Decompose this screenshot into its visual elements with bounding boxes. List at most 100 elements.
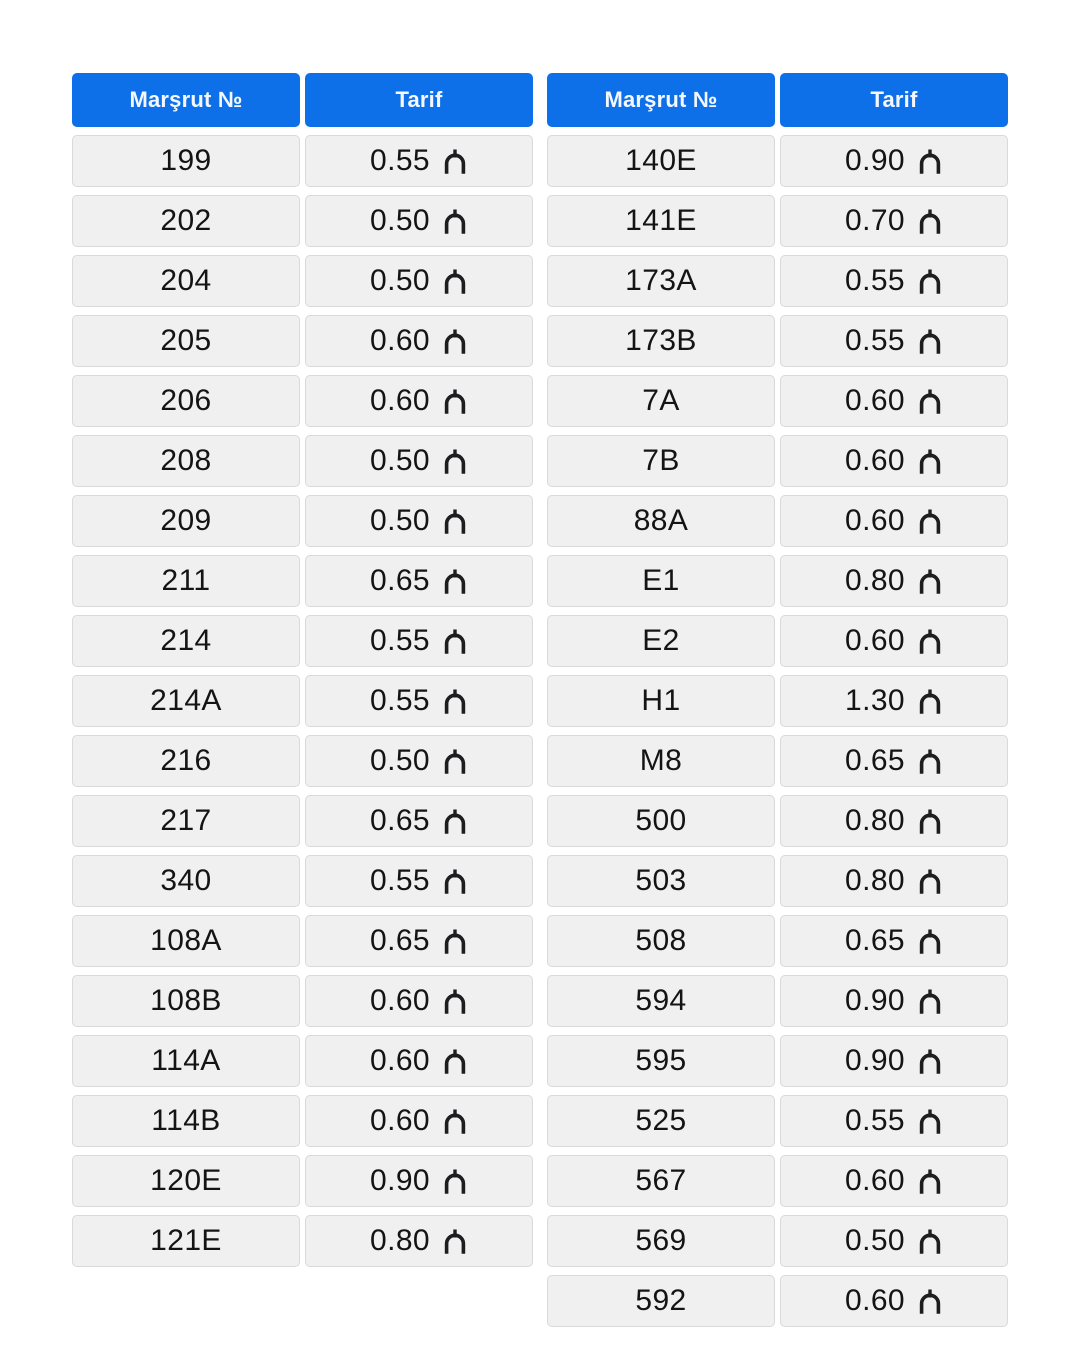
route-cell: 216 (72, 735, 300, 787)
manat-icon (444, 1049, 466, 1074)
tariff-amount: 0.60 (845, 444, 905, 477)
tariff-amount: 0.60 (845, 1284, 905, 1317)
tariff-amount: 0.65 (370, 804, 430, 837)
route-cell: 141E (547, 195, 775, 247)
tariff-cell: 0.80 (780, 555, 1008, 607)
tariff-cell: 0.80 (305, 1215, 533, 1267)
tariff-amount: 0.50 (370, 504, 430, 537)
route-cell: 114B (72, 1095, 300, 1147)
tariff-cell: 0.90 (780, 135, 1008, 187)
tariff-amount: 0.55 (370, 144, 430, 177)
manat-icon (444, 989, 466, 1014)
route-cell: 199 (72, 135, 300, 187)
tariff-cell: 0.55 (780, 315, 1008, 367)
route-cell: 7A (547, 375, 775, 427)
route-cell: 508 (547, 915, 775, 967)
manat-icon (919, 629, 941, 654)
tariff-amount: 0.60 (370, 324, 430, 357)
tariff-cell: 1.30 (780, 675, 1008, 727)
route-cell: 88A (547, 495, 775, 547)
route-cell: 569 (547, 1215, 775, 1267)
tariff-cell: 0.55 (305, 855, 533, 907)
manat-icon (444, 1109, 466, 1134)
tariff-amount: 0.60 (370, 984, 430, 1017)
route-cell: 592 (547, 1275, 775, 1327)
manat-icon (919, 389, 941, 414)
tariff-amount: 0.55 (370, 624, 430, 657)
manat-icon (919, 809, 941, 834)
route-cell: 205 (72, 315, 300, 367)
route-cell: 595 (547, 1035, 775, 1087)
tariff-cell: 0.60 (305, 975, 533, 1027)
tariff-amount: 0.50 (370, 744, 430, 777)
route-cell: 173A (547, 255, 775, 307)
route-cell: 121E (72, 1215, 300, 1267)
tariff-amount: 0.80 (845, 564, 905, 597)
route-cell: E2 (547, 615, 775, 667)
manat-icon (919, 869, 941, 894)
tariff-amount: 0.55 (845, 264, 905, 297)
tariff-amount: 0.50 (370, 264, 430, 297)
route-cell: 7B (547, 435, 775, 487)
manat-icon (444, 149, 466, 174)
manat-icon (919, 1169, 941, 1194)
tariff-amount: 0.80 (370, 1224, 430, 1257)
tariff-cell: 0.65 (305, 555, 533, 607)
route-cell: 503 (547, 855, 775, 907)
manat-icon (444, 269, 466, 294)
route-cell: 567 (547, 1155, 775, 1207)
column-header-tariff: Tarif (780, 73, 1008, 127)
manat-icon (444, 1229, 466, 1254)
route-cell: 140E (547, 135, 775, 187)
tariff-amount: 0.65 (370, 924, 430, 957)
manat-icon (919, 569, 941, 594)
manat-icon (444, 329, 466, 354)
manat-icon (919, 929, 941, 954)
manat-icon (919, 1109, 941, 1134)
tariff-cell: 0.60 (780, 375, 1008, 427)
tariff-cell: 0.50 (305, 195, 533, 247)
tariff-amount: 0.65 (370, 564, 430, 597)
tariff-cell: 0.50 (305, 435, 533, 487)
column-header-tariff: Tarif (305, 73, 533, 127)
fare-tables-container: Marşrut № Tarif 199 0.55 202 0.50 204 0.50 … (72, 73, 1008, 1327)
tariff-cell: 0.70 (780, 195, 1008, 247)
tariff-cell: 0.55 (305, 615, 533, 667)
tariff-cell: 0.90 (780, 1035, 1008, 1087)
tariff-cell: 0.90 (305, 1155, 533, 1207)
tariff-amount: 0.60 (370, 1044, 430, 1077)
manat-icon (919, 209, 941, 234)
route-cell: 204 (72, 255, 300, 307)
tariff-amount: 0.55 (845, 1104, 905, 1137)
tariff-amount: 0.65 (845, 744, 905, 777)
tariff-amount: 1.30 (845, 684, 905, 717)
tariff-amount: 0.60 (845, 624, 905, 657)
tariff-cell: 0.55 (305, 675, 533, 727)
route-cell: 114A (72, 1035, 300, 1087)
manat-icon (919, 989, 941, 1014)
manat-icon (444, 869, 466, 894)
manat-icon (919, 449, 941, 474)
tariff-cell: 0.80 (780, 855, 1008, 907)
route-cell: M8 (547, 735, 775, 787)
route-cell: 214 (72, 615, 300, 667)
route-cell: 500 (547, 795, 775, 847)
tariff-cell: 0.65 (780, 735, 1008, 787)
tariff-cell: 0.55 (780, 255, 1008, 307)
route-cell: 202 (72, 195, 300, 247)
manat-icon (444, 809, 466, 834)
manat-icon (444, 689, 466, 714)
tariff-cell: 0.80 (780, 795, 1008, 847)
route-cell: 594 (547, 975, 775, 1027)
tariff-amount: 0.60 (845, 384, 905, 417)
tariff-cell: 0.50 (780, 1215, 1008, 1267)
route-cell: 120E (72, 1155, 300, 1207)
route-cell: 525 (547, 1095, 775, 1147)
tariff-amount: 0.55 (370, 684, 430, 717)
tariff-cell: 0.60 (305, 1035, 533, 1087)
route-cell: 108B (72, 975, 300, 1027)
tariff-cell: 0.65 (305, 915, 533, 967)
manat-icon (919, 689, 941, 714)
tariff-amount: 0.60 (370, 1104, 430, 1137)
tariff-cell: 0.60 (780, 615, 1008, 667)
